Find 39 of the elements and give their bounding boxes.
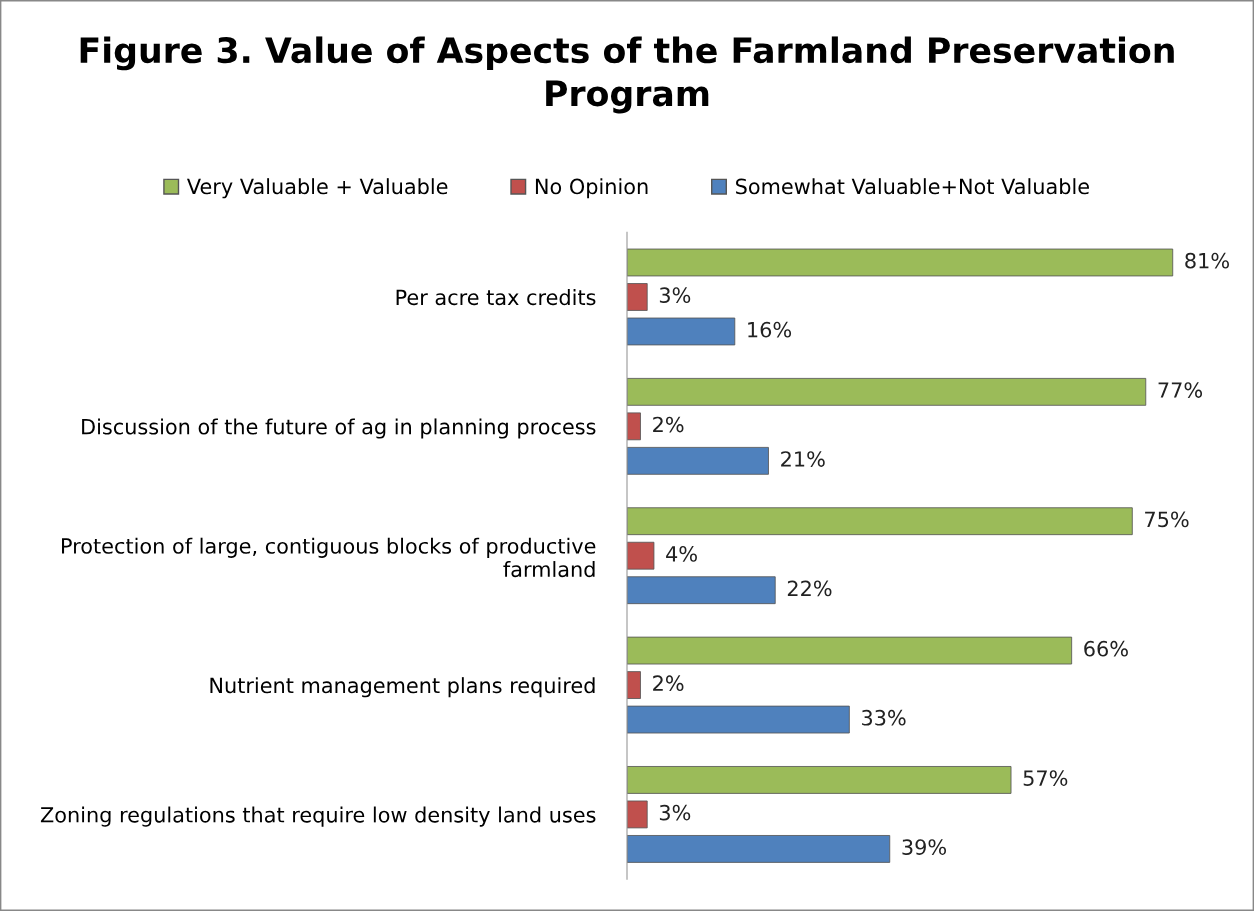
bar xyxy=(627,576,776,605)
data-label: 57% xyxy=(1023,770,1068,786)
bar xyxy=(627,766,1012,794)
legend-label: No Opinion xyxy=(535,178,648,199)
bar xyxy=(627,636,1073,665)
data-label: 81% xyxy=(1185,252,1229,269)
data-label: 21% xyxy=(781,451,825,467)
bar xyxy=(627,283,648,311)
bar xyxy=(627,377,1147,406)
legend-label: Somewhat Valuable+Not Valuable xyxy=(736,178,1089,195)
bar xyxy=(627,705,850,734)
bar xyxy=(627,446,769,475)
data-label: 3% xyxy=(659,804,691,821)
data-label: 39% xyxy=(902,839,947,855)
data-label: 22% xyxy=(787,580,832,597)
legend-label: Very Valuable + Valuable xyxy=(187,178,448,199)
bar xyxy=(627,317,736,346)
bar xyxy=(627,671,641,699)
data-label: 75% xyxy=(1145,511,1189,528)
chart-title: Figure 3. Value of Aspects of the Farmland Preservation Program xyxy=(80,36,1174,114)
y-tick-label: Per acre tax credits xyxy=(396,289,596,306)
bar xyxy=(627,835,891,863)
data-label: 3% xyxy=(659,287,691,304)
bar xyxy=(627,800,648,829)
data-label: 4% xyxy=(666,546,697,562)
data-label: 66% xyxy=(1084,640,1128,657)
data-label: 16% xyxy=(748,321,792,338)
bar xyxy=(627,541,655,570)
y-tick-label: Zoning regulations that require low density land uses xyxy=(40,806,596,827)
data-label: 33% xyxy=(862,709,906,726)
y-tick-label: Protection of large, contiguous blocks of productive farmland xyxy=(62,537,596,578)
data-label: 2% xyxy=(653,416,684,433)
data-label: 77% xyxy=(1158,382,1203,398)
bar xyxy=(627,507,1133,536)
data-label: 2% xyxy=(653,675,684,692)
y-tick-label: Discussion of the future of ag in planning process xyxy=(82,418,596,439)
bar xyxy=(627,412,641,441)
y-tick-label: Nutrient management plans required xyxy=(210,677,595,698)
bar xyxy=(627,248,1174,277)
